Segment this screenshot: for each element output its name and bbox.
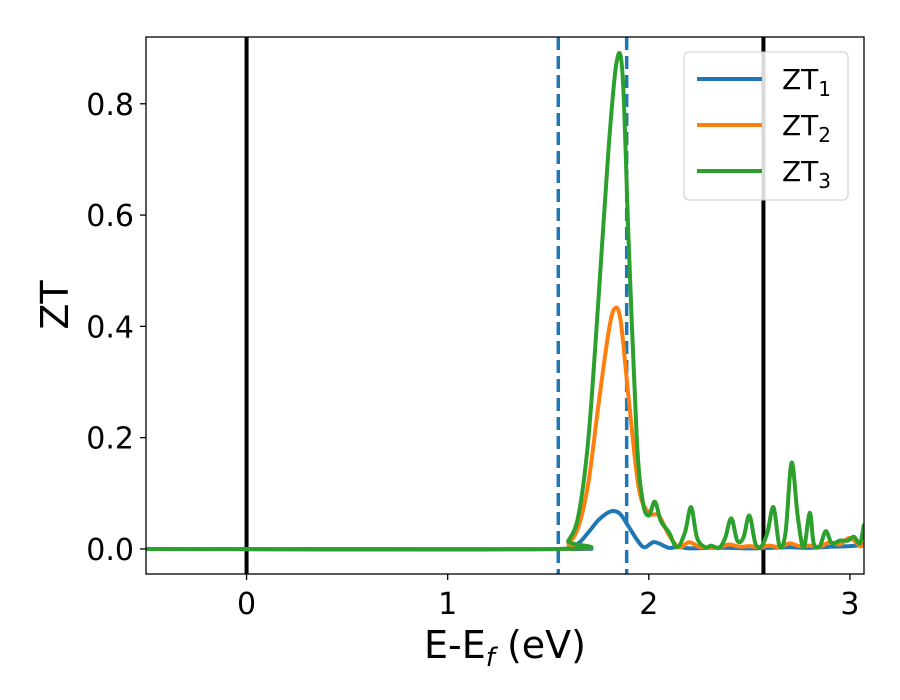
y-tick-label: 0.8 <box>86 88 134 123</box>
x-tick-label: 3 <box>840 587 859 622</box>
axis-ticks: 0 1 2 3 0.0 0.2 0.4 0.6 0.8 <box>86 88 859 622</box>
y-tick-label: 0.0 <box>86 533 134 568</box>
x-tick-label: 0 <box>237 587 256 622</box>
legend-box <box>683 51 849 201</box>
x-tick-label: 2 <box>639 587 658 622</box>
x-tick-label: 1 <box>438 587 457 622</box>
y-tick-label: 0.6 <box>86 199 134 234</box>
x-axis-title-unit: (eV) <box>495 623 586 667</box>
x-axis-title: E-Ef (eV) <box>424 623 586 673</box>
series-line-zt3 <box>146 51 864 552</box>
y-tick-label: 0.4 <box>86 310 134 345</box>
legend-label-zt2: ZT2 <box>782 109 831 147</box>
y-tick-label: 0.2 <box>86 422 134 457</box>
series-lines <box>146 51 864 552</box>
legend: ZT1 ZT2 ZT3 <box>683 51 849 201</box>
series-line-zt2 <box>146 305 864 552</box>
y-axis-title: ZT <box>33 280 77 330</box>
plot-frame <box>145 36 865 575</box>
legend-label-zt1: ZT1 <box>782 63 831 101</box>
legend-label-zt3: ZT3 <box>782 155 831 193</box>
